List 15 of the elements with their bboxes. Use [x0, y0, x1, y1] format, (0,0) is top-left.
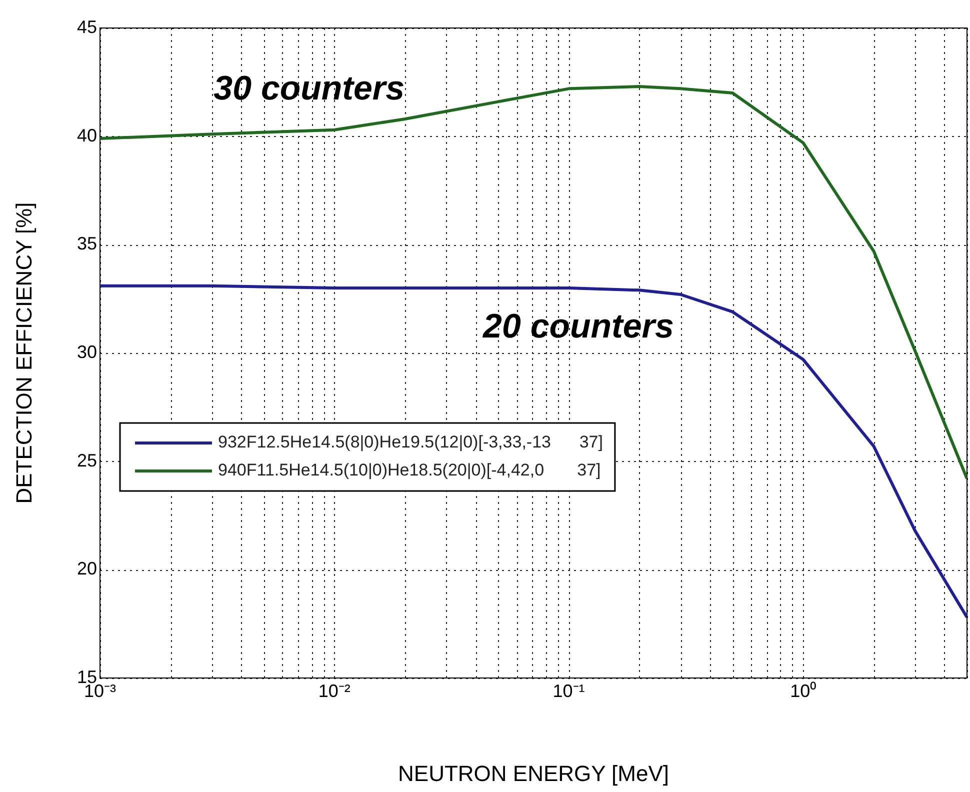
y-tick-label: 20: [76, 558, 97, 579]
y-tick-label: 45: [76, 16, 97, 37]
x-axis-title: NEUTRON ENERGY [MeV]: [398, 760, 669, 786]
x-tick-label: 10⁻²: [318, 680, 350, 701]
annotation: 30 counters: [214, 69, 405, 108]
x-tick-label: 10⁻¹: [552, 680, 585, 701]
legend-label: 932F12.5He14.5(8|0)He19.5(12|0)[-3,33,-13 37]: [218, 432, 603, 452]
annotation: 20 counters: [482, 307, 674, 346]
x-tick-label: 10⁰: [790, 680, 816, 701]
y-tick-label: 30: [76, 342, 97, 362]
y-tick-label: 35: [76, 234, 97, 254]
y-axis-title: DETECTION EFFICIENCY [%]: [11, 202, 36, 504]
y-tick-label: 40: [76, 125, 97, 146]
y-tick-label: 25: [76, 450, 97, 470]
legend-label: 940F11.5He14.5(10|0)He18.5(20|0)[-4,42,0 37]: [218, 460, 601, 480]
